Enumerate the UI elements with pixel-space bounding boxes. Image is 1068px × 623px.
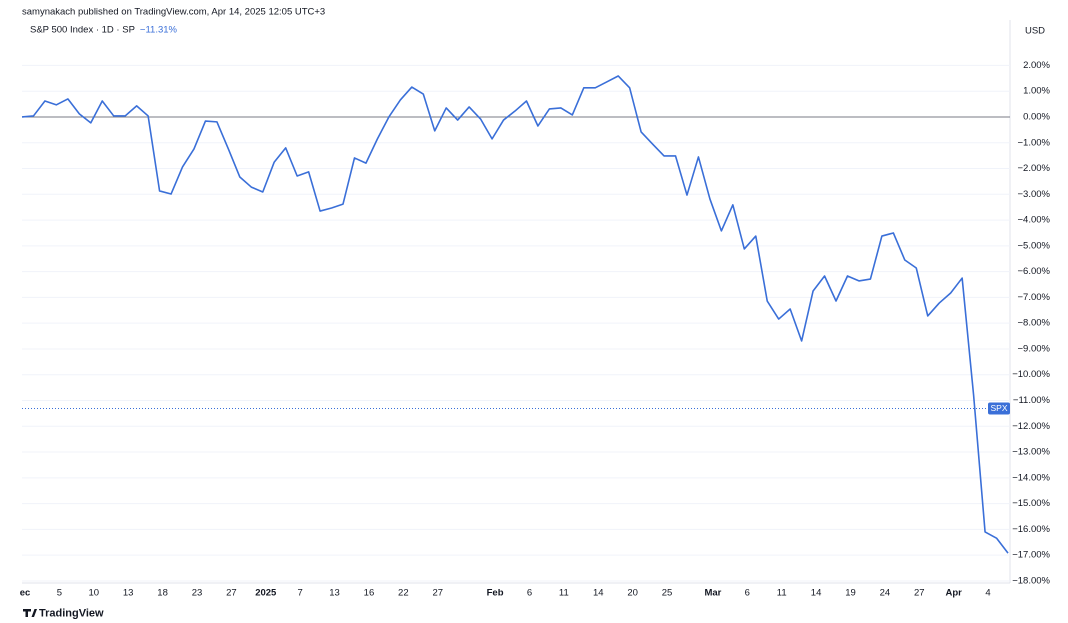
y-tick-label: 0.00% (1023, 111, 1050, 122)
x-tick-label: 22 (398, 588, 409, 599)
x-tick-label: 11 (559, 588, 569, 599)
last-value-name: SPX (990, 403, 1007, 413)
y-tick-label: −7.00% (1018, 292, 1051, 303)
logo-icon (23, 609, 37, 617)
x-tick-label: 14 (811, 588, 822, 599)
x-tick-label: 16 (364, 588, 375, 599)
y-tick-label: 1.00% (1023, 86, 1050, 97)
y-tick-label: −10.00% (1012, 369, 1050, 380)
watermark-logo (23, 609, 37, 617)
y-tick-label: −4.00% (1018, 215, 1051, 226)
x-tick-label: 5 (57, 588, 62, 599)
y-tick-label: −13.00% (1012, 447, 1050, 458)
x-tick-label: 4 (985, 588, 990, 599)
x-tick-label: 7 (298, 588, 303, 599)
y-tick-label: −16.00% (1012, 524, 1050, 535)
y-tick-label: −15.00% (1012, 498, 1050, 509)
y-tick-label: −17.00% (1012, 550, 1050, 561)
x-tick-label: 27 (914, 588, 925, 599)
x-tick-label: 13 (329, 588, 340, 599)
y-tick-label: −14.00% (1012, 472, 1050, 483)
y-tick-label: −11.00% (1013, 395, 1051, 406)
series-line (21, 75, 1009, 554)
y-tick-label: −1.00% (1018, 137, 1051, 148)
x-tick-label: 13 (123, 588, 134, 599)
y-tick-label: −18.00% (1012, 575, 1050, 586)
y-tick-label: −3.00% (1018, 189, 1051, 200)
x-tick-label: 10 (89, 588, 100, 599)
x-tick-label: 6 (745, 588, 750, 599)
y-tick-label: −12.00% (1012, 421, 1050, 432)
x-tick-label: 27 (432, 588, 443, 599)
chart-title: S&P 500 Index · 1D · SP (30, 25, 135, 36)
x-tick-label: Feb (487, 588, 504, 599)
y-tick-label: −2.00% (1018, 163, 1051, 174)
y-tick-label: −5.00% (1018, 240, 1051, 251)
x-tick-label: 25 (662, 588, 673, 599)
x-tick-label: 14 (593, 588, 604, 599)
x-tick-label: 27 (226, 588, 237, 599)
x-tick-label: 6 (527, 588, 532, 599)
y-tick-label: −8.00% (1018, 318, 1051, 329)
y-tick-label: −6.00% (1018, 266, 1051, 277)
x-tick-label: 18 (157, 588, 168, 599)
x-tick-label: 23 (192, 588, 203, 599)
x-tick-label: 20 (627, 588, 638, 599)
watermark: TradingView (39, 607, 104, 619)
x-tick-label: 19 (845, 588, 856, 599)
change-label: −11.31% (140, 25, 178, 36)
x-tick-label: Mar (704, 588, 721, 599)
x-tick-label: ec (20, 588, 31, 599)
y-tick-label: −9.00% (1018, 343, 1051, 354)
source-note: samynakach published on TradingView.com,… (22, 7, 325, 18)
y-tick-label: 2.00% (1023, 60, 1050, 71)
x-tick-label: 24 (880, 588, 891, 599)
x-tick-label: 11 (777, 588, 787, 599)
x-tick-label: 2025 (255, 588, 277, 599)
currency-label: USD (1025, 26, 1045, 37)
last-value-badge (988, 402, 1010, 415)
x-tick-label: Apr (945, 588, 962, 599)
